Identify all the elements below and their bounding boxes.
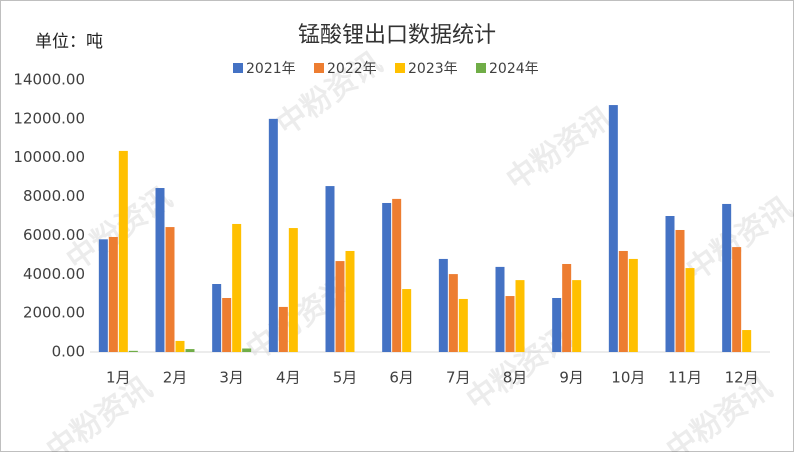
bar <box>335 261 345 352</box>
legend-swatch <box>314 63 324 73</box>
x-tick-label: 4月 <box>276 369 301 387</box>
bar <box>268 118 278 352</box>
chart-title: 锰酸锂出口数据统计 <box>298 23 496 48</box>
y-tick-label: 8000.00 <box>23 187 85 205</box>
x-tick-label: 7月 <box>446 369 471 387</box>
bar <box>675 229 685 352</box>
x-tick-label: 6月 <box>389 369 414 387</box>
x-tick-label: 2月 <box>163 369 188 387</box>
bar <box>128 350 138 352</box>
y-tick-label: 10000.00 <box>13 148 85 166</box>
x-tick-label: 1月 <box>106 369 131 387</box>
x-tick-label: 5月 <box>333 369 358 387</box>
bar <box>562 263 572 352</box>
y-tick-label: 14000.00 <box>13 71 85 89</box>
y-tick-label: 6000.00 <box>23 226 85 244</box>
bar <box>628 258 638 352</box>
bar <box>222 297 232 352</box>
bar <box>448 274 458 352</box>
y-tick-label: 4000.00 <box>23 265 85 283</box>
bar <box>212 284 222 352</box>
y-tick-label: 0.00 <box>52 343 85 361</box>
bar <box>608 105 618 352</box>
bar <box>495 266 505 352</box>
bar <box>515 280 525 352</box>
x-tick-label: 9月 <box>559 369 584 387</box>
bar <box>288 228 298 352</box>
bar <box>665 216 675 352</box>
bar <box>505 296 515 352</box>
legend-label: 2024年 <box>489 61 539 77</box>
bar <box>155 188 165 352</box>
x-tick-label: 12月 <box>725 369 759 387</box>
bar <box>402 289 412 352</box>
bar <box>572 280 582 352</box>
bar <box>458 298 468 352</box>
bar <box>325 186 335 352</box>
bar <box>722 203 732 352</box>
bar <box>618 250 628 352</box>
bar <box>242 348 252 352</box>
bar <box>118 150 128 352</box>
bar <box>175 340 185 352</box>
bar <box>685 268 695 352</box>
legend-swatch <box>476 63 486 73</box>
legend-swatch <box>395 63 405 73</box>
x-tick-label: 3月 <box>219 369 244 387</box>
bar <box>98 239 108 352</box>
legend-label: 2021年 <box>246 61 296 77</box>
bar <box>392 198 402 352</box>
bar <box>165 227 175 352</box>
unit-label: 单位：吨 <box>35 32 103 52</box>
bar <box>552 297 562 352</box>
x-tick-label: 11月 <box>668 369 702 387</box>
x-tick-label: 10月 <box>611 369 645 387</box>
bar <box>382 202 392 352</box>
bar <box>278 306 288 352</box>
bar <box>345 250 355 352</box>
bar <box>742 330 752 352</box>
bar <box>185 349 195 352</box>
bar <box>438 258 448 352</box>
bar <box>732 247 742 352</box>
y-tick-label: 12000.00 <box>13 109 85 127</box>
legend-swatch <box>233 63 243 73</box>
legend-label: 2023年 <box>408 61 458 77</box>
bar <box>108 236 118 352</box>
legend-label: 2022年 <box>327 61 377 77</box>
x-tick-label: 8月 <box>503 369 528 387</box>
y-tick-label: 2000.00 <box>23 304 85 322</box>
bar <box>232 223 242 352</box>
